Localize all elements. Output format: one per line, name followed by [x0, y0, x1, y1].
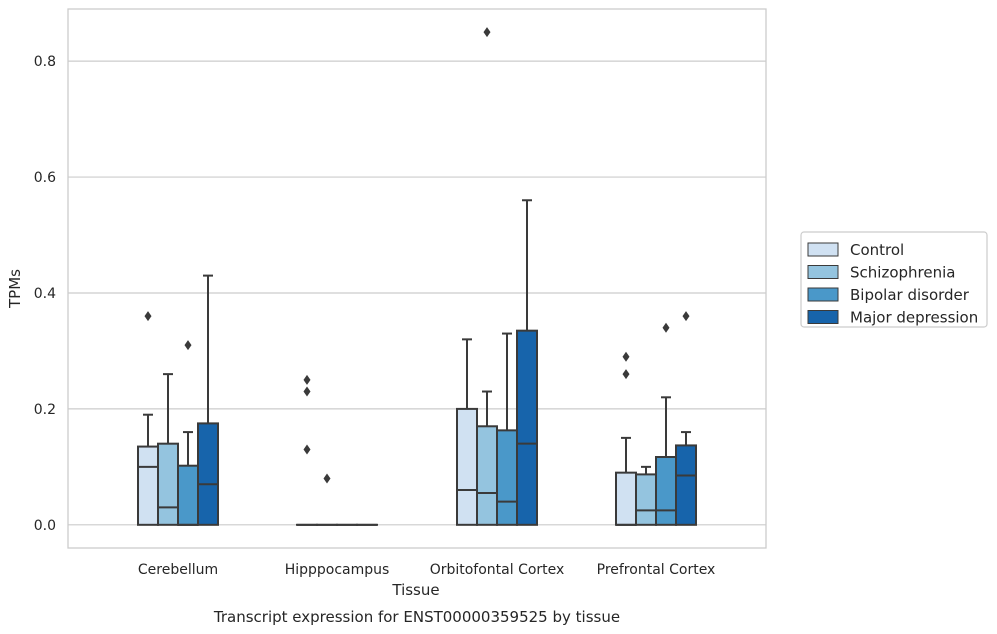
box	[197, 274, 219, 526]
box	[316, 473, 338, 526]
outlier-point	[303, 386, 311, 397]
box-body	[496, 429, 518, 526]
box-body	[157, 442, 179, 526]
box	[516, 199, 538, 526]
legend: Control Schizophrenia Bipolar disorder Majo…	[800, 231, 988, 328]
box-body	[615, 471, 637, 526]
box	[476, 27, 498, 526]
outlier-point	[682, 311, 690, 322]
legend-frame	[800, 231, 988, 328]
legend-label: Bipolar disorder	[850, 286, 970, 304]
box-body	[197, 422, 219, 526]
y-tick-label: 0.6	[34, 170, 56, 186]
box	[296, 374, 318, 526]
box	[615, 351, 637, 526]
legend-swatch	[807, 265, 839, 279]
legend-label: Major depression	[850, 309, 978, 327]
box	[456, 338, 478, 526]
x-tick-label: Orbitofontal Cortex	[430, 562, 565, 578]
series-major-depression	[197, 199, 697, 526]
x-tick-label: Prefrontal Cortex	[597, 562, 716, 578]
y-axis-label: TPMs	[6, 269, 24, 309]
outlier-point	[483, 27, 491, 38]
box	[496, 332, 518, 526]
box-body	[137, 445, 159, 526]
box-series	[137, 27, 697, 526]
x-tick-label: Hipppocampus	[285, 562, 390, 578]
legend-label: Control	[850, 241, 904, 259]
x-axis-label: Tissue	[391, 581, 439, 599]
box-body	[516, 329, 538, 526]
plot-frame	[67, 8, 767, 549]
outlier-point	[622, 369, 630, 380]
box-body	[177, 464, 199, 526]
box-body	[456, 407, 478, 526]
box	[177, 340, 199, 526]
y-tick-label: 0.2	[34, 402, 56, 418]
y-tick-label: 0.4	[34, 286, 56, 302]
legend-swatch	[807, 287, 839, 302]
y-tick-label: 0.8	[34, 54, 56, 70]
box	[655, 322, 677, 526]
outlier-point	[662, 322, 670, 333]
outlier-point	[622, 351, 630, 362]
box	[157, 373, 179, 526]
outlier-point	[184, 340, 192, 351]
legend-swatch	[807, 242, 839, 257]
box-body	[655, 456, 677, 526]
box-body	[476, 425, 498, 526]
legend-swatch	[807, 310, 839, 324]
chart-title: Transcript expression for ENST0000035952…	[213, 608, 620, 626]
series-schizophrenia	[157, 27, 657, 526]
x-axis-ticks: Cerebellum Hipppocampus Orbitofontal Corte…	[138, 562, 715, 578]
outlier-point	[303, 374, 311, 385]
outlier-point	[303, 444, 311, 455]
box-body	[675, 444, 697, 526]
legend-label: Schizophrenia	[850, 264, 955, 282]
y-tick-label: 0.0	[34, 518, 56, 534]
box	[635, 465, 657, 526]
x-tick-label: Cerebellum	[138, 562, 218, 578]
box-body	[635, 473, 657, 526]
outlier-point	[144, 311, 152, 322]
outlier-point	[323, 473, 331, 484]
y-axis-ticks: 0.0 0.2 0.4 0.6 0.8	[34, 54, 56, 534]
series-bipolar-disorder	[177, 322, 677, 526]
box	[137, 311, 159, 526]
box	[675, 311, 697, 526]
